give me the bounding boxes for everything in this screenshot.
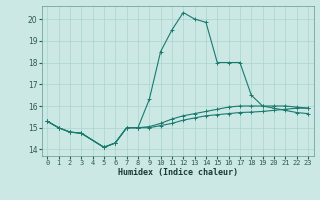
X-axis label: Humidex (Indice chaleur): Humidex (Indice chaleur) xyxy=(118,168,237,177)
